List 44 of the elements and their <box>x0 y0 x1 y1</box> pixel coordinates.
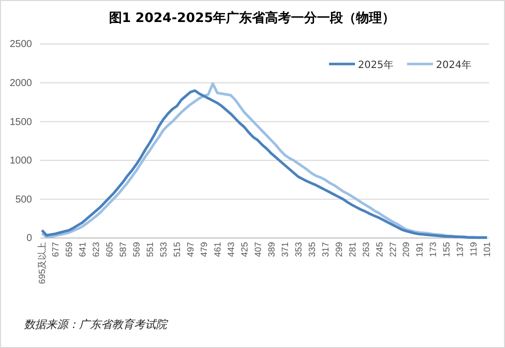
y-tick-label: 1000 <box>10 156 32 167</box>
x-tick-label: 317 <box>320 242 330 258</box>
x-tick-label: 137 <box>455 242 466 258</box>
x-tick-label: 191 <box>414 242 425 258</box>
y-tick-label: 0 <box>26 233 32 244</box>
x-tick-label: 209 <box>401 242 412 258</box>
source-note: 数据来源：广东省教育考试院 <box>24 318 169 331</box>
x-tick-label: 227 <box>388 242 398 258</box>
x-tick-label: 263 <box>360 242 371 258</box>
x-tick-label: 371 <box>280 242 290 258</box>
y-tick-label: 500 <box>15 194 32 206</box>
x-tick-label: 659 <box>64 242 74 258</box>
x-tick-label: 335 <box>306 242 317 258</box>
x-tick-label: 479 <box>198 242 209 258</box>
x-tick-label: 425 <box>239 242 250 258</box>
x-tick-label: 245 <box>374 242 384 258</box>
x-tick-label: 443 <box>226 242 236 258</box>
x-tick-label: 119 <box>468 242 479 256</box>
x-tick-label: 353 <box>293 242 304 258</box>
x-tick-label: 677 <box>50 242 61 258</box>
x-tick-label: 155 <box>442 242 452 258</box>
chart-title: 图1 2024-2025年广东省高考一分一段（物理） <box>108 10 396 26</box>
x-tick-label: 461 <box>212 242 222 258</box>
x-tick-label: 551 <box>145 242 156 258</box>
x-tick-label: 173 <box>428 242 438 258</box>
legend-label: 2025年 <box>358 59 394 71</box>
x-tick-label: 533 <box>158 242 169 258</box>
x-tick-label: 605 <box>104 242 115 258</box>
x-tick-label: 299 <box>334 242 344 258</box>
x-tick-label: 695及以上 <box>37 242 48 284</box>
y-tick-label: 1500 <box>10 116 32 128</box>
x-tick-label: 569 <box>132 242 142 258</box>
x-tick-label: 497 <box>185 242 196 258</box>
legend-label: 2024年 <box>436 59 472 71</box>
y-tick-label: 2000 <box>10 78 32 89</box>
x-tick-label: 515 <box>172 242 182 258</box>
x-tick-label: 101 <box>482 242 492 258</box>
x-tick-label: 623 <box>91 242 102 258</box>
x-tick-label: 281 <box>347 242 358 258</box>
x-tick-label: 641 <box>78 242 88 258</box>
x-tick-label: 407 <box>252 242 263 258</box>
y-tick-label: 2500 <box>10 39 32 50</box>
x-tick-label: 587 <box>118 242 128 258</box>
x-tick-label: 389 <box>266 242 276 258</box>
